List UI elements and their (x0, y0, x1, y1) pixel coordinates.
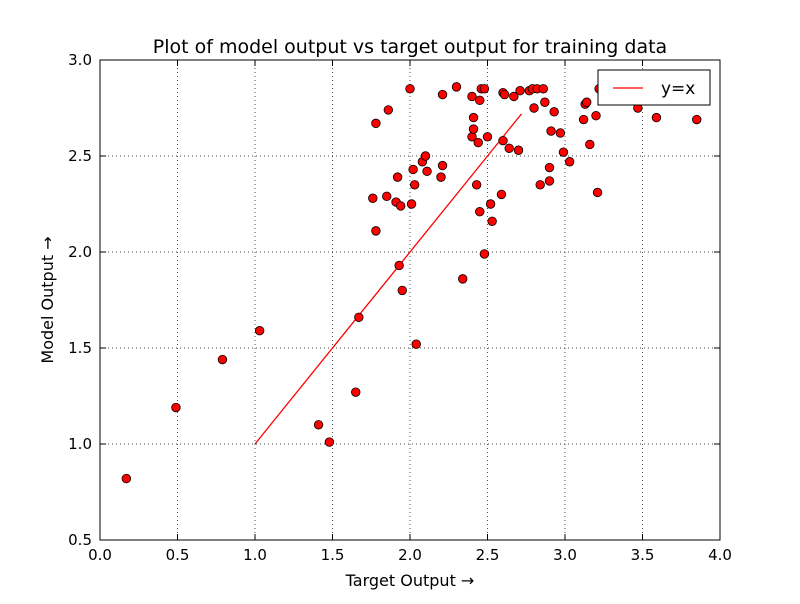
data-point (504, 143, 514, 154)
data-point (499, 89, 510, 100)
data-point (692, 114, 702, 125)
x-tick-label: 1.5 (321, 546, 345, 564)
data-point (479, 249, 490, 259)
data-point (468, 124, 479, 134)
data-point (397, 285, 407, 296)
data-point (405, 84, 415, 94)
data-point (171, 402, 181, 413)
data-point (437, 160, 448, 171)
data-point (420, 151, 431, 161)
data-point (436, 172, 446, 182)
data-point (585, 139, 595, 150)
x-tick-label: 3.0 (553, 546, 577, 564)
data-point (498, 135, 508, 146)
data-point (371, 118, 381, 129)
y-tick-label: 2.5 (68, 147, 92, 165)
legend: y=x (597, 69, 711, 106)
data-point (324, 437, 335, 447)
x-tick-label: 0.5 (166, 546, 190, 564)
data-point (354, 312, 364, 322)
data-point (475, 95, 485, 106)
data-point (471, 180, 482, 190)
x-tick-label: 4.0 (708, 546, 732, 564)
data-point (217, 354, 228, 365)
data-point (422, 166, 432, 177)
data-point (437, 89, 448, 100)
data-point (411, 339, 421, 349)
data-point (451, 82, 462, 92)
data-point (406, 199, 417, 209)
data-point (544, 176, 555, 186)
data-point (529, 103, 539, 113)
x-tick-label: 3.5 (631, 546, 655, 564)
data-point (408, 164, 418, 175)
data-point (515, 86, 525, 96)
axes: 0.0 0.5 1.0 1.5 2.0 2.5 3.0 3.5 4.00.51.01.52.02… (68, 51, 732, 564)
legend-label-y-equals-x: y=x (661, 79, 695, 99)
plot-area (121, 82, 702, 484)
data-point (538, 84, 549, 94)
data-point (382, 191, 392, 202)
data-point (409, 180, 420, 190)
data-point (254, 326, 265, 336)
data-point (394, 260, 404, 271)
y-tick-label: 0.5 (68, 531, 92, 549)
data-point (383, 105, 394, 115)
data-point (513, 145, 524, 155)
data-point (591, 110, 601, 121)
x-axis-label: Target Output → (345, 571, 475, 590)
data-point (368, 193, 378, 203)
x-tick-label: 0.0 (88, 546, 112, 564)
data-point (121, 473, 132, 484)
y-axis-label: Model Output → (38, 236, 57, 363)
data-point (509, 91, 519, 102)
data-point (651, 112, 662, 123)
data-point (549, 107, 559, 117)
identity-line (254, 113, 523, 445)
data-point (546, 126, 556, 136)
data-point (371, 226, 381, 236)
y-tick-label: 2.0 (68, 243, 92, 261)
x-tick-label: 1.0 (243, 546, 267, 564)
chart-title: Plot of model output vs target output fo… (153, 36, 667, 58)
data-point (467, 91, 477, 102)
data-point (485, 199, 496, 209)
data-point (535, 180, 545, 190)
data-point (558, 147, 569, 157)
y-tick-label: 1.5 (68, 339, 92, 357)
data-point (578, 114, 589, 125)
data-point (544, 162, 555, 173)
data-point (487, 216, 497, 226)
data-point (564, 157, 575, 167)
x-tick-label: 2.0 (398, 546, 422, 564)
y-tick-label: 1.0 (68, 435, 92, 453)
y-tick-label: 3.0 (68, 51, 92, 69)
data-point (473, 137, 483, 148)
data-point (540, 97, 550, 107)
data-point (482, 132, 493, 142)
data-point (582, 97, 592, 107)
data-point (351, 387, 361, 397)
x-tick-label: 2.5 (476, 546, 500, 564)
data-point (496, 189, 507, 200)
data-point (475, 206, 485, 217)
data-point (458, 274, 468, 284)
data-point (396, 201, 406, 211)
data-point (392, 172, 403, 182)
data-point (313, 420, 324, 430)
data-point (592, 187, 603, 198)
data-point (555, 128, 566, 138)
data-point (479, 84, 490, 94)
data-point (468, 112, 479, 123)
